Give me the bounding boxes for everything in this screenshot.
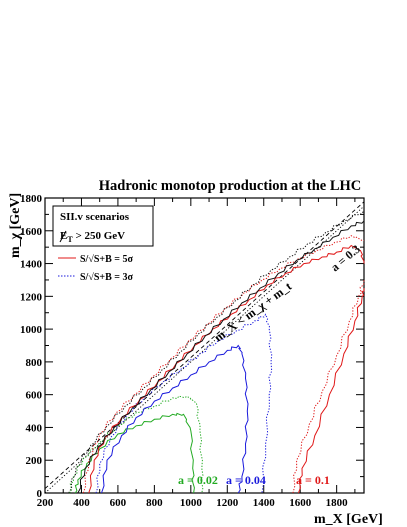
x-axis-label: m_X [GeV]: [314, 512, 383, 527]
met-subscript: T: [67, 235, 73, 244]
met-slash: [59, 230, 67, 243]
x-tick-label: 1600: [289, 497, 312, 509]
x-tick-label: 800: [146, 497, 163, 509]
info-box-frame: [52, 205, 154, 247]
curve-label--0-04: a = 0.04: [226, 473, 266, 487]
x-tick-label: 1200: [216, 497, 239, 509]
contour-a-0-04-five-sigma: [101, 344, 249, 494]
legend: S/√S+B = 5σ S/√S+B = 3σ: [58, 254, 133, 283]
contour-a-0-02-five-sigma: [74, 412, 195, 494]
x-tick-label: 400: [73, 497, 90, 509]
curve-label--0-1: a = 0.1: [296, 473, 330, 487]
kinematic-limit-dashed: [44, 201, 365, 489]
y-tick-label: 0: [37, 488, 43, 500]
curve-label--0-02: a = 0.02: [178, 473, 218, 487]
y-tick-label: 1000: [20, 324, 43, 336]
info-box: SII.v scenarios ET > 250 GeV: [52, 205, 154, 247]
y-tick-label: 800: [26, 357, 43, 369]
y-tick-label: 1200: [20, 291, 43, 303]
contour-a-0-3-three-sigma: [68, 210, 365, 494]
x-tick-label: 1000: [180, 497, 203, 509]
legend-item-3sigma: S/√S+B = 3σ: [80, 272, 133, 283]
info-box-line1: SII.v scenarios: [60, 211, 130, 223]
contour-a-0-1-three-sigma: [82, 235, 365, 494]
y-tick-label: 400: [26, 422, 43, 434]
y-axis-label: m_χ [GeV]: [8, 193, 23, 258]
x-tick-label: 200: [37, 497, 54, 509]
chart-title: Hadronic monotop production at the LHC: [99, 178, 362, 194]
met-threshold: > 250 GeV: [73, 230, 125, 242]
curve-label--0-3: a = 0.3: [328, 242, 363, 274]
y-tick-label: 600: [26, 390, 43, 402]
x-tick-label: 1800: [326, 497, 349, 509]
y-tick-label: 1800: [20, 193, 43, 205]
diagonal-label: m_X < m_χ + m_t: [212, 279, 295, 344]
contour-a-0-1-three-sigma-b: [292, 279, 365, 494]
contour-a-0-04-three-sigma: [95, 313, 273, 494]
y-tick-label: 1400: [20, 259, 43, 271]
x-tick-label: 1400: [253, 497, 276, 509]
contour-a-0-1-five-sigma-b: [297, 288, 365, 494]
contour-a-0-3-five-sigma: [77, 220, 365, 494]
kinematic-limit-dotted: [44, 205, 365, 494]
legend-item-5sigma: S/√S+B = 5σ: [80, 254, 133, 265]
y-tick-label: 1600: [20, 226, 43, 238]
x-tick-label: 600: [110, 497, 127, 509]
contour-a-0-02-three-sigma: [69, 395, 204, 494]
y-tick-label: 200: [26, 455, 43, 467]
